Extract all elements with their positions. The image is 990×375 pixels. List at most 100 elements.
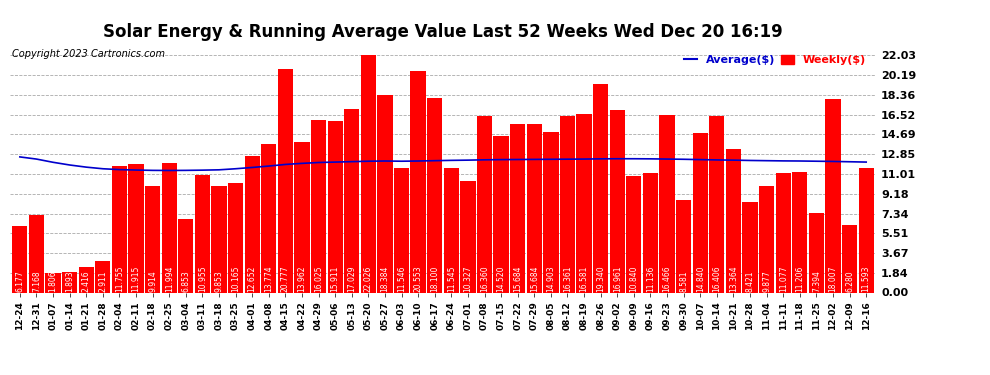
Text: 16.361: 16.361 (563, 265, 572, 292)
Bar (593, 84, 608, 292)
Bar (560, 117, 575, 292)
Bar (858, 168, 874, 292)
Text: 10.327: 10.327 (463, 265, 472, 292)
Title: Solar Energy & Running Average Value Last 52 Weeks Wed Dec 20 16:19: Solar Energy & Running Average Value Las… (103, 22, 783, 40)
Bar (345, 109, 359, 292)
Bar (544, 132, 558, 292)
Text: 14.840: 14.840 (696, 265, 705, 292)
Text: 11.915: 11.915 (132, 265, 141, 292)
Text: 6.853: 6.853 (181, 270, 190, 292)
Bar (228, 183, 244, 292)
Bar (676, 200, 691, 292)
Text: 6.177: 6.177 (16, 270, 25, 292)
Bar (659, 115, 675, 292)
Bar (161, 164, 177, 292)
Bar (693, 133, 708, 292)
Bar (129, 164, 144, 292)
Text: 16.466: 16.466 (662, 265, 671, 292)
Bar (576, 114, 592, 292)
Bar (394, 168, 409, 292)
Text: 20.777: 20.777 (281, 265, 290, 292)
Bar (493, 136, 509, 292)
Bar (278, 69, 293, 292)
Text: 1.806: 1.806 (49, 270, 57, 292)
Bar (211, 186, 227, 292)
Text: 19.340: 19.340 (596, 265, 605, 292)
Bar (195, 175, 210, 292)
Text: 12.652: 12.652 (248, 265, 256, 292)
Bar (709, 116, 725, 292)
Bar (112, 166, 127, 292)
Bar (377, 94, 393, 292)
Text: 18.384: 18.384 (380, 265, 389, 292)
Text: 11.593: 11.593 (861, 265, 870, 292)
Text: 16.360: 16.360 (480, 265, 489, 292)
Bar (427, 98, 443, 292)
Bar (261, 144, 276, 292)
Text: 15.911: 15.911 (331, 265, 340, 292)
Text: 10.165: 10.165 (231, 265, 241, 292)
Bar (411, 71, 426, 292)
Bar (178, 219, 193, 292)
Text: 11.077: 11.077 (779, 265, 788, 292)
Bar (46, 273, 60, 292)
Text: 16.025: 16.025 (314, 265, 323, 292)
Bar (826, 99, 841, 292)
Text: 10.840: 10.840 (630, 265, 639, 292)
Text: 13.364: 13.364 (729, 265, 738, 292)
Bar (842, 225, 857, 292)
Bar (477, 117, 492, 292)
Text: 18.007: 18.007 (829, 265, 838, 292)
Bar (726, 149, 742, 292)
Bar (742, 202, 757, 292)
Text: 7.168: 7.168 (32, 270, 41, 292)
Bar (62, 272, 77, 292)
Text: 16.581: 16.581 (579, 265, 589, 292)
Bar (95, 261, 111, 292)
Text: 7.394: 7.394 (812, 270, 821, 292)
Text: 13.774: 13.774 (264, 265, 273, 292)
Text: 11.755: 11.755 (115, 265, 124, 292)
Text: 2.416: 2.416 (82, 270, 91, 292)
Bar (294, 142, 310, 292)
Bar (759, 186, 774, 292)
Text: 16.961: 16.961 (613, 265, 622, 292)
Bar (775, 173, 791, 292)
Text: 1.893: 1.893 (65, 270, 74, 292)
Text: 9.877: 9.877 (762, 270, 771, 292)
Bar (12, 226, 28, 292)
Bar (145, 186, 160, 292)
Bar (78, 267, 94, 292)
Text: 15.684: 15.684 (530, 265, 539, 292)
Text: 22.026: 22.026 (364, 265, 373, 292)
Bar (311, 120, 326, 292)
Text: 6.280: 6.280 (845, 270, 854, 292)
Text: 9.914: 9.914 (148, 270, 157, 292)
Text: Copyright 2023 Cartronics.com: Copyright 2023 Cartronics.com (12, 49, 164, 59)
Bar (627, 176, 642, 292)
Text: 10.955: 10.955 (198, 265, 207, 292)
Text: 13.962: 13.962 (297, 265, 307, 292)
Bar (792, 172, 808, 292)
Bar (444, 168, 459, 292)
Bar (245, 156, 259, 292)
Bar (360, 56, 376, 292)
Bar (809, 213, 824, 292)
Text: 11.206: 11.206 (795, 265, 804, 292)
Bar (29, 215, 45, 292)
Text: 18.100: 18.100 (431, 265, 440, 292)
Bar (328, 121, 343, 292)
Text: 16.406: 16.406 (713, 265, 722, 292)
Text: 15.684: 15.684 (513, 265, 522, 292)
Text: 11.546: 11.546 (397, 265, 406, 292)
Text: 14.903: 14.903 (546, 265, 555, 292)
Text: 2.911: 2.911 (98, 270, 107, 292)
Text: 14.520: 14.520 (497, 265, 506, 292)
Bar (460, 182, 475, 292)
Text: 9.853: 9.853 (215, 270, 224, 292)
Text: 20.553: 20.553 (414, 265, 423, 292)
Bar (610, 110, 625, 292)
Text: 8.581: 8.581 (679, 270, 688, 292)
Bar (527, 124, 542, 292)
Bar (643, 172, 658, 292)
